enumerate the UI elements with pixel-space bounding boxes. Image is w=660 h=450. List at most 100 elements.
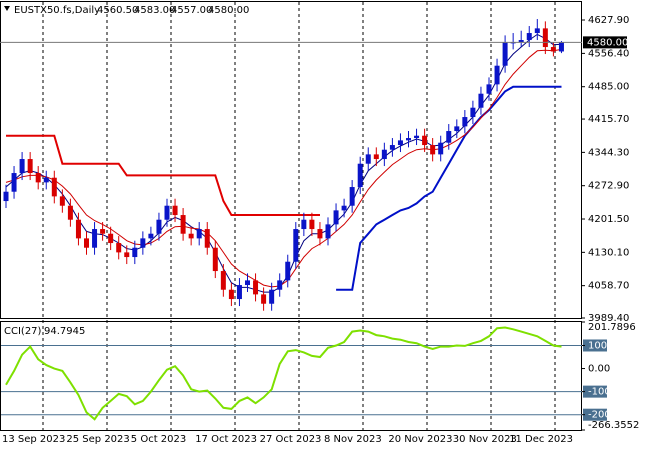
candle-body: [381, 149, 387, 160]
x-tick-label: 30 Nov 2023: [453, 434, 517, 445]
y-tick-label: 4415.70: [588, 114, 629, 125]
candle-body: [422, 135, 428, 146]
candle-body: [269, 289, 275, 304]
candle-body: [494, 65, 500, 85]
candle-body: [19, 159, 25, 174]
candle-body: [502, 42, 508, 66]
candle-body: [325, 224, 331, 239]
candle-body: [285, 261, 291, 281]
candle-body: [212, 247, 218, 272]
candle-body: [550, 47, 556, 52]
candle-body: [132, 247, 138, 258]
y-tick-label: 4058.70: [588, 281, 629, 292]
candle-body: [454, 126, 460, 132]
candle-body: [84, 238, 89, 248]
main-panel: [0, 1, 582, 319]
candle-body: [220, 271, 226, 290]
candle-body: [164, 205, 170, 220]
candle-body: [277, 280, 283, 290]
candle-body: [156, 219, 162, 234]
y-tick-label: 4344.30: [588, 147, 629, 158]
indicator-line: [5, 48, 562, 288]
candle-body: [309, 219, 315, 230]
x-tick-label: 8 Nov 2023: [324, 434, 382, 445]
indicator-line: [6, 134, 320, 216]
chart-title: EUSTX50.fs,Daily: [14, 5, 100, 16]
candle-body: [349, 187, 355, 206]
candle-body: [438, 142, 444, 155]
y-tick-label: 100: [588, 340, 607, 351]
candle-body: [236, 285, 242, 300]
y-tick-label: -266.3552: [588, 420, 639, 431]
candle-body: [542, 28, 548, 48]
candle-body: [204, 229, 210, 248]
candle-body: [534, 28, 540, 34]
candle-body: [51, 177, 57, 197]
candle-body: [333, 210, 339, 225]
y-tick-label: 201.7896: [588, 322, 636, 333]
candle-body: [140, 238, 146, 248]
x-tick-label: 11 Dec 2023: [509, 434, 573, 445]
level-box: [583, 408, 607, 421]
candle-body: [301, 219, 307, 230]
x-tick-label: 20 Nov 2023: [388, 434, 452, 445]
ohlc-label: 4557.00: [171, 5, 212, 16]
candle-body: [357, 163, 363, 188]
candle-body: [148, 233, 154, 239]
y-tick-label: -200: [588, 410, 611, 421]
candle-body: [253, 280, 259, 295]
price-box: [583, 36, 627, 49]
candle-body: [180, 215, 186, 234]
cci-panel: [0, 321, 582, 431]
x-tick-label: 5 Oct 2023: [131, 434, 186, 445]
candle-body: [92, 229, 98, 248]
x-tick-label: 17 Oct 2023: [195, 434, 257, 445]
candle-body: [526, 33, 532, 41]
indicator-line: [5, 326, 562, 421]
candle-body: [172, 205, 178, 216]
candle-body: [317, 229, 323, 239]
candle-body: [397, 140, 403, 146]
candle-body: [446, 131, 452, 143]
candle-body: [116, 243, 122, 253]
candle-body: [406, 138, 411, 141]
candle-body: [373, 154, 379, 160]
cci-value: 94.7945: [44, 326, 85, 337]
candle-body: [59, 196, 65, 206]
y-tick-label: 4627.90: [588, 15, 629, 26]
candle-body: [27, 159, 33, 174]
x-tick-label: 25 Sep 2023: [66, 434, 129, 445]
candle-body: [518, 40, 524, 43]
candle-body: [3, 191, 9, 202]
ohlc-label: 4583.00: [134, 5, 175, 16]
y-tick-label: 4272.90: [588, 181, 629, 192]
y-tick-label: -100: [588, 387, 611, 398]
y-tick-label: 0.00: [588, 364, 610, 375]
candle-body: [478, 93, 484, 108]
candle-body: [11, 173, 17, 192]
candle-body: [414, 135, 420, 139]
candle-body: [365, 154, 371, 164]
candle-body: [108, 233, 114, 244]
cci-title: CCI(27): [4, 326, 42, 337]
candle-body: [43, 177, 49, 183]
candle-body: [196, 229, 202, 239]
candle-body: [188, 233, 194, 239]
y-tick-label: 3989.40: [588, 313, 629, 324]
candle-body: [470, 107, 476, 118]
candle-body: [35, 173, 41, 183]
candle-body: [341, 205, 347, 211]
x-tick-label: 13 Sep 2023: [2, 434, 65, 445]
level-box: [583, 339, 607, 352]
y-tick-label: 4201.50: [588, 214, 629, 225]
y-tick-label: 4130.10: [588, 247, 629, 258]
candle-body: [228, 289, 234, 300]
candle-body: [558, 42, 564, 52]
candle-body: [389, 145, 395, 150]
level-box: [583, 385, 607, 398]
menu-arrow: [4, 6, 10, 11]
indicator-line: [5, 33, 562, 293]
ohlc-label: 4560.50: [97, 5, 138, 16]
ohlc-label: 4580.00: [208, 5, 249, 16]
